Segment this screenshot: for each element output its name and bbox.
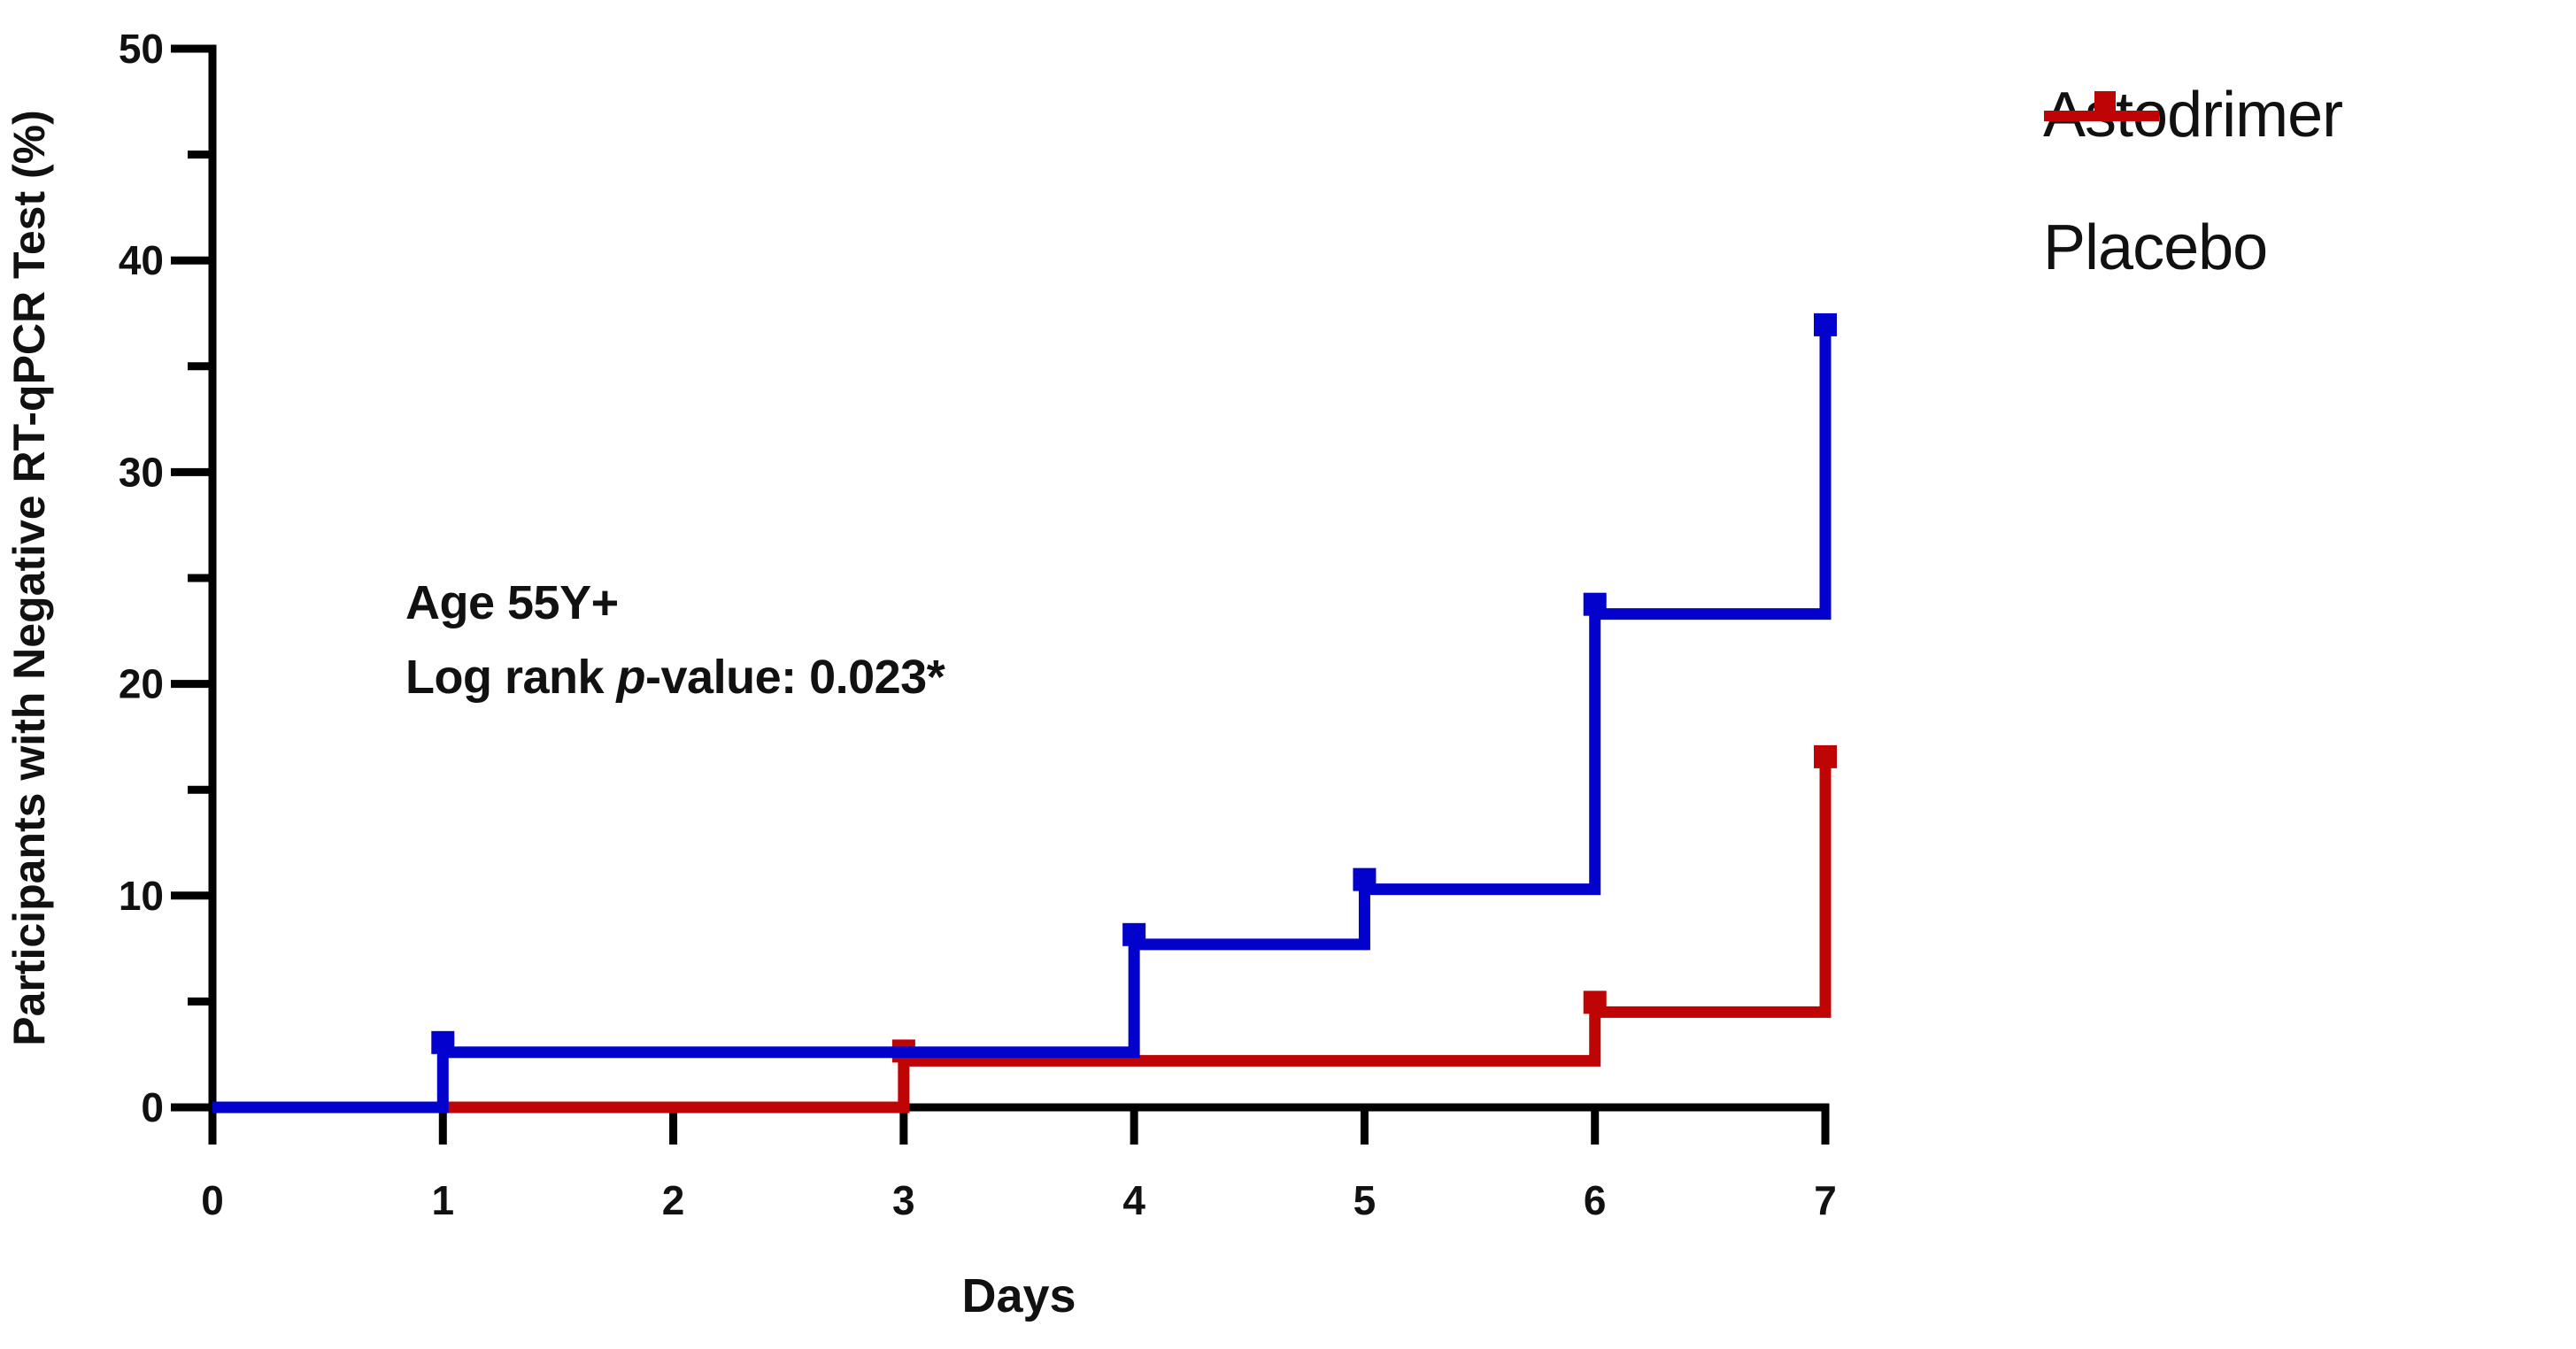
placebo-step-line [212, 766, 1832, 1114]
x-tick-label: 5 [1354, 1177, 1377, 1223]
y-tick-label: 50 [119, 26, 164, 72]
annotation-block: Age 55Y+ Log rank p-value: 0.023* [405, 567, 945, 714]
y-tick-label: 30 [119, 449, 164, 495]
legend: Astodrimer Placebo [2043, 80, 2343, 283]
x-tick-label: 1 [431, 1177, 454, 1223]
annotation-subgroup: Age 55Y+ [405, 576, 619, 629]
astodrimer-step-line [212, 334, 1832, 1114]
annotation-pvalue: Log rank p-value: 0.023* [405, 641, 945, 715]
astodrimer-step-marker [1122, 922, 1146, 946]
placebo-legend-symbol-icon [2044, 91, 2159, 121]
astodrimer-step-marker [1814, 312, 1837, 336]
x-tick-label: 6 [1584, 1177, 1607, 1223]
legend-label-placebo: Placebo [2043, 212, 2268, 283]
legend-item-placebo: Placebo [2043, 91, 2342, 283]
series-layer [212, 312, 1837, 1114]
astodrimer-step-marker [1583, 592, 1607, 616]
placebo-step-marker [1814, 744, 1837, 768]
x-tick-label: 2 [662, 1177, 685, 1223]
astodrimer-step-marker [431, 1030, 455, 1054]
x-tick-label: 4 [1122, 1177, 1145, 1223]
y-tick-label: 0 [141, 1084, 164, 1130]
x-tick-label: 0 [201, 1177, 224, 1223]
x-tick-label: 3 [892, 1177, 915, 1223]
labels-layer: 0 10 20 30 40 50 0 1 2 3 4 5 6 7 Days Participants with… [4, 26, 1837, 1322]
annotation-pvalue-suffix: -value: 0.023* [645, 650, 945, 704]
x-tick-label: 7 [1814, 1177, 1837, 1223]
astodrimer-step-marker [1353, 867, 1377, 891]
y-tick-label: 40 [119, 237, 164, 283]
y-axis-title: Participants with Negative RT-qPCR Test … [4, 110, 54, 1046]
y-tick-label: 10 [119, 873, 164, 919]
placebo-step-marker [1583, 991, 1607, 1014]
annotation-pvalue-prefix: Log rank [405, 650, 617, 704]
x-axis-title: Days [961, 1269, 1076, 1322]
y-tick-label: 20 [119, 661, 164, 707]
annotation-pvalue-p: p [616, 650, 646, 704]
